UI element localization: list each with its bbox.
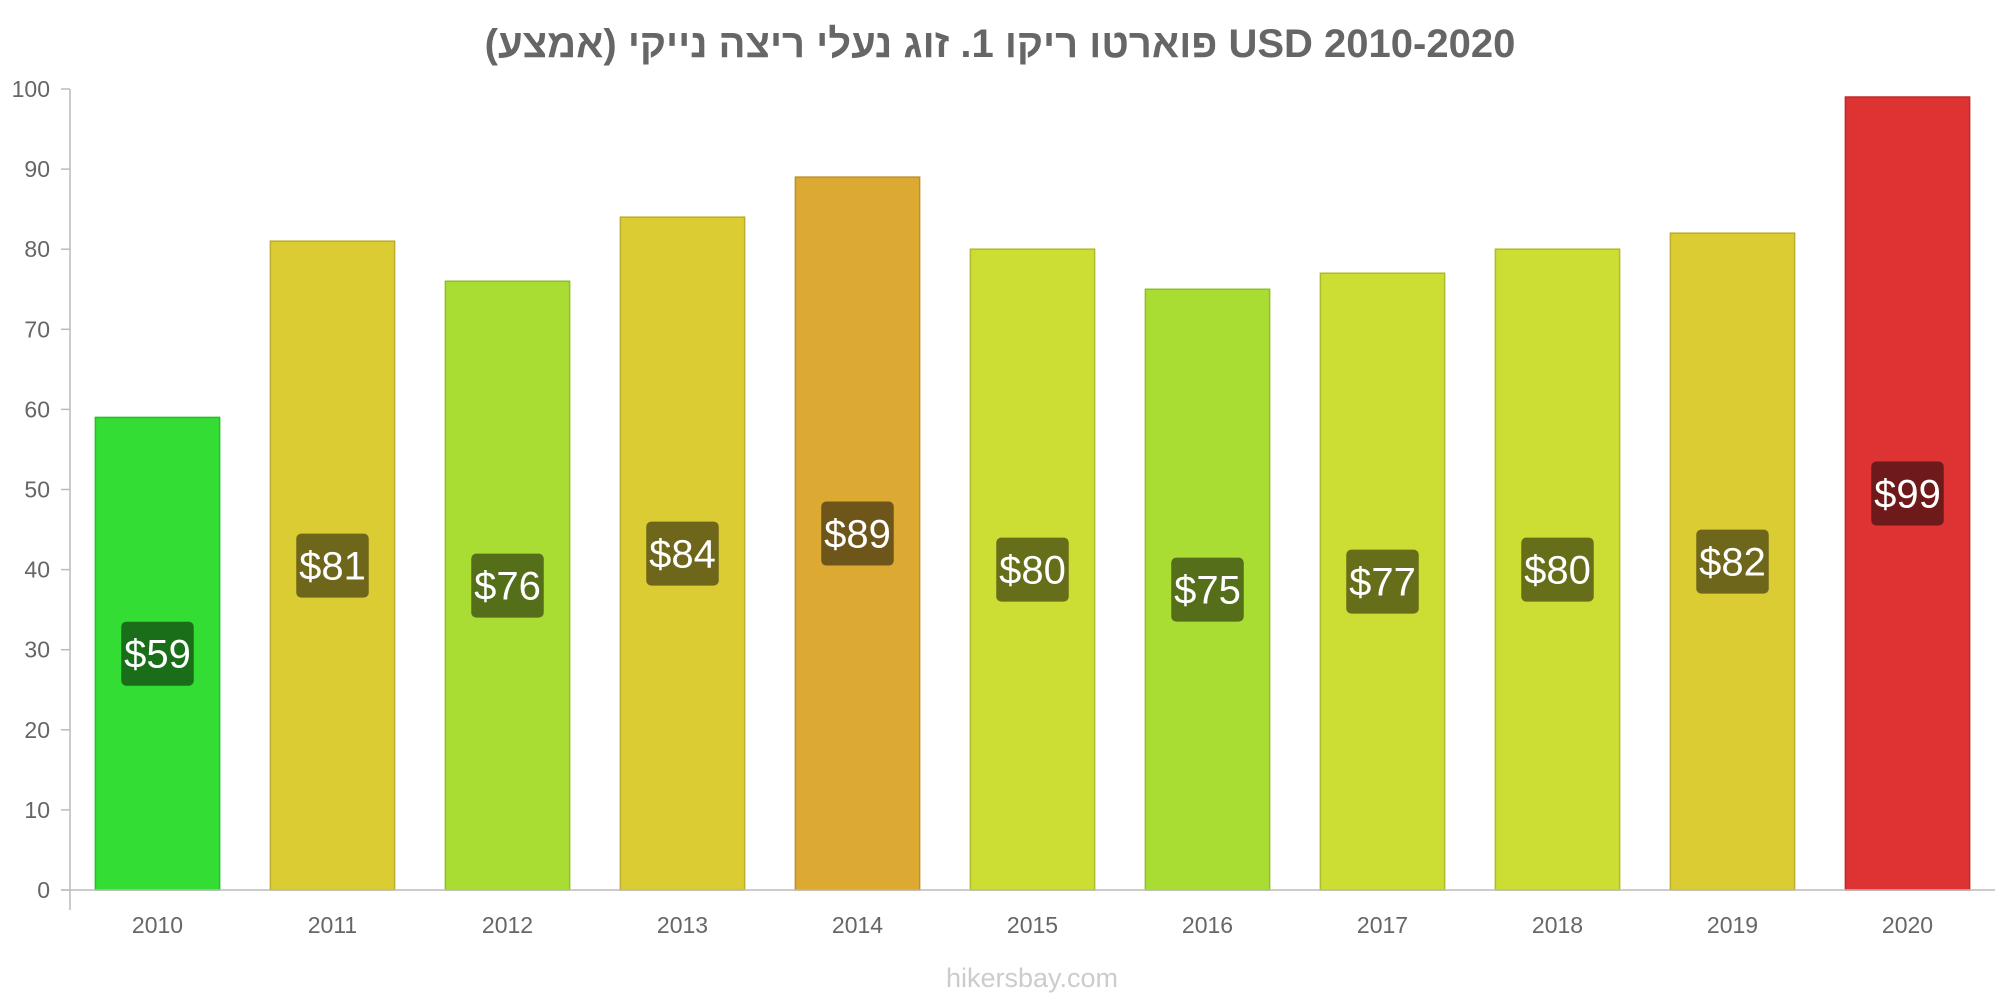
x-tick-label: 2014 xyxy=(832,912,883,938)
x-tick-label: 2019 xyxy=(1707,912,1758,938)
data-label-box xyxy=(996,537,1069,602)
data-label: $84 xyxy=(649,533,716,577)
data-label-box xyxy=(1346,549,1419,614)
y-tick-label: 90 xyxy=(24,156,50,182)
x-tick-label: 2011 xyxy=(308,912,357,938)
data-label: $80 xyxy=(1524,549,1591,593)
data-label-box xyxy=(121,621,194,686)
chart-title: פוארטו ריקו 1. זוג נעלי ריצה נייקי (אמצע… xyxy=(485,22,1516,66)
y-tick-label: 20 xyxy=(24,717,50,743)
data-label-box xyxy=(471,553,544,618)
data-label: $59 xyxy=(124,633,191,677)
x-tick-label: 2017 xyxy=(1357,912,1408,938)
y-tick-label: 100 xyxy=(12,76,50,102)
data-label: $76 xyxy=(474,565,541,609)
x-tick-label: 2010 xyxy=(132,912,183,938)
data-label-box xyxy=(1521,537,1594,602)
y-tick-label: 50 xyxy=(24,477,50,503)
data-label: $89 xyxy=(824,513,891,557)
x-tick-label: 2016 xyxy=(1182,912,1233,938)
x-tick-label: 2013 xyxy=(657,912,708,938)
y-tick-label: 80 xyxy=(24,236,50,262)
data-label: $77 xyxy=(1349,561,1416,605)
y-tick-label: 10 xyxy=(24,797,50,823)
data-label: $75 xyxy=(1174,569,1241,613)
bars-group: $59 $81 $76 $84 $89 $80 $75 $77 $80 $82 $99 xyxy=(94,96,1971,891)
data-label-box xyxy=(296,533,369,598)
data-label: $82 xyxy=(1699,541,1766,585)
x-tick-label: 2018 xyxy=(1532,912,1583,938)
y-tick-label: 30 xyxy=(24,637,50,663)
data-label-box xyxy=(646,521,719,586)
y-tick-label: 40 xyxy=(24,557,50,583)
data-label: $80 xyxy=(999,549,1066,593)
y-tick-label: 60 xyxy=(24,396,50,422)
x-tick-label: 2020 xyxy=(1882,912,1933,938)
data-label-box xyxy=(1696,529,1769,594)
x-tick-label: 2012 xyxy=(482,912,533,938)
y-axis: 0 10 20 30 40 50 60 70 80 90 100 xyxy=(12,76,71,910)
data-label-box xyxy=(1171,557,1244,622)
data-label: $99 xyxy=(1874,473,1941,517)
data-label-box xyxy=(821,501,894,566)
y-tick-label: 0 xyxy=(37,877,50,903)
x-axis: 2010 2011 2012 2013 2014 2015 2016 2017 2018 2019… xyxy=(61,889,1995,938)
data-label-box xyxy=(1871,461,1944,526)
y-tick-label: 70 xyxy=(24,316,50,342)
watermark-text: hikersbay.com xyxy=(946,963,1118,993)
x-tick-label: 2015 xyxy=(1007,912,1058,938)
data-label: $81 xyxy=(299,545,366,589)
